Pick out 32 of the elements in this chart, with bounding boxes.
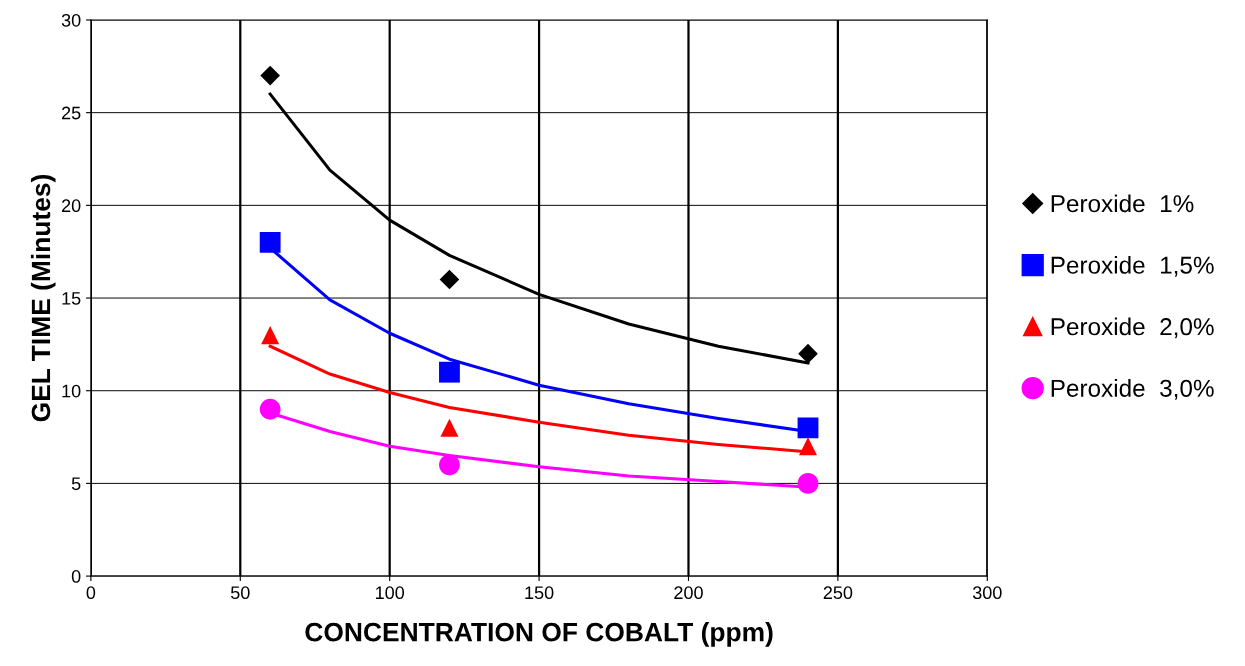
y-tick-label: 15: [62, 292, 81, 305]
y-tick-label: 10: [62, 384, 81, 398]
point: [259, 398, 281, 420]
x-tick-label: 0: [86, 586, 96, 600]
y-tick-label: 5: [71, 477, 81, 491]
x-tick-label: 100: [376, 586, 405, 600]
point: [797, 417, 819, 439]
x-tick-label: 300: [972, 586, 1002, 600]
y-tick-label: 20: [61, 199, 81, 213]
x-tick-label: 250: [823, 586, 853, 600]
point: [259, 232, 281, 253]
y-axis-title: GEL TIME (Minutes): [30, 174, 56, 422]
point: [797, 472, 819, 494]
point: [798, 437, 818, 456]
point: [798, 343, 818, 364]
point: [439, 454, 460, 476]
y-tick-label: 30: [61, 13, 81, 27]
x-tick-label: 50: [230, 586, 250, 600]
legend-label: Peroxide 3,0%: [1051, 379, 1214, 400]
point: [439, 361, 460, 383]
x-tick-label: 200: [674, 586, 703, 600]
legend-label: Peroxide 1,5%: [1051, 255, 1214, 277]
legend-label: Peroxide 1%: [1051, 194, 1194, 213]
point: [440, 418, 459, 437]
point: [261, 326, 280, 345]
y-tick-label: 25: [61, 106, 81, 120]
y-tick-label: 0: [71, 570, 81, 583]
legend-label: Peroxide 2,0%: [1051, 317, 1214, 339]
point: [260, 65, 280, 86]
point: [439, 269, 460, 290]
x-axis-title: CONCENTRATION OF COBALT (ppm): [305, 622, 773, 647]
x-tick-label: 150: [525, 586, 554, 600]
